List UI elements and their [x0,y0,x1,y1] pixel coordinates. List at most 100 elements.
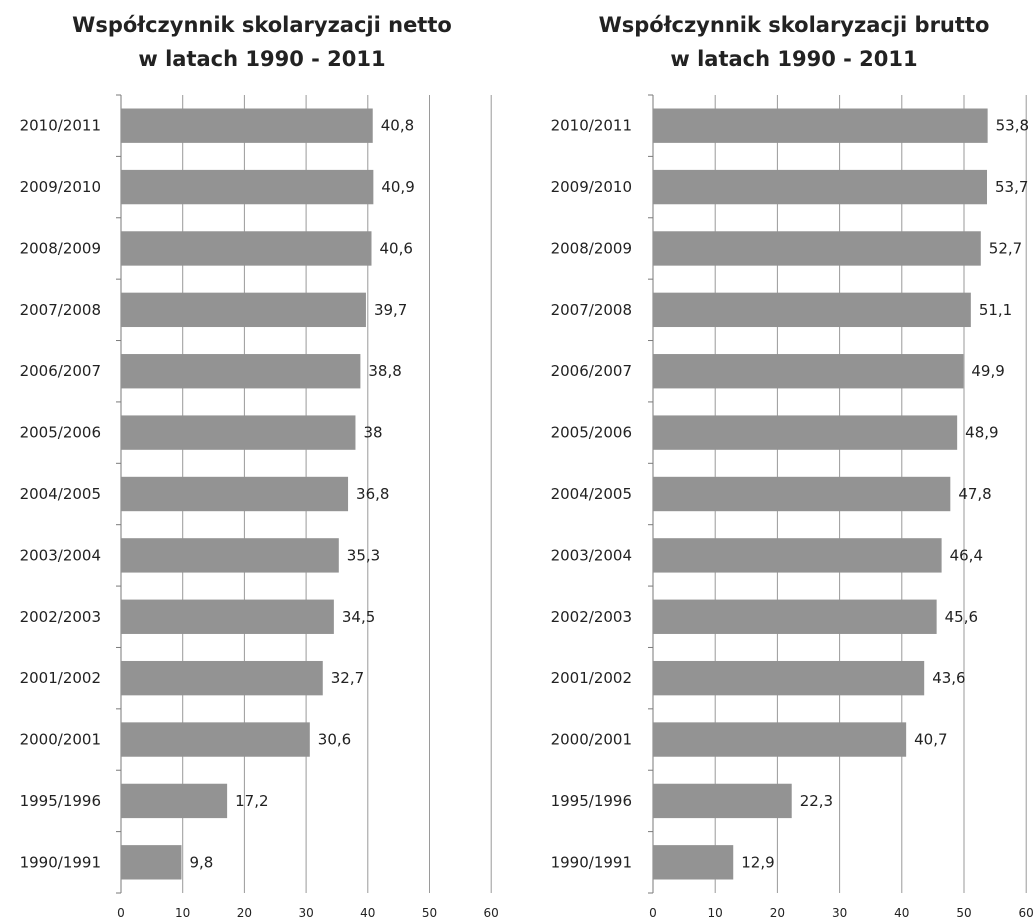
netto-x-tick-label: 60 [484,906,499,920]
netto-bar [121,784,227,818]
brutto-category-label: 2008/2009 [551,239,632,257]
brutto-category-label: 2006/2007 [551,362,632,380]
netto-value-label: 40,9 [381,178,414,196]
brutto-value-label: 52,7 [989,239,1022,257]
brutto-value-label: 43,6 [932,669,965,687]
brutto-value-label: 47,8 [958,485,991,503]
netto-bar [121,293,366,327]
chart-netto-title-line-2: w latach 1990 - 2011 [138,47,385,71]
brutto-value-label: 48,9 [965,424,998,442]
brutto-x-tick-label: 50 [956,906,971,920]
netto-value-label: 36,8 [356,485,389,503]
brutto-category-label: 2000/2001 [551,731,632,749]
netto-value-label: 38,8 [368,362,401,380]
netto-category-label: 2010/2011 [20,117,101,135]
brutto-category-label: 2007/2008 [551,301,632,319]
brutto-x-tick-label: 30 [832,906,847,920]
netto-x-tick-label: 50 [422,906,437,920]
netto-value-label: 38 [363,424,382,442]
brutto-value-label: 12,9 [741,853,774,871]
netto-bar [121,845,181,879]
brutto-value-label: 49,9 [971,362,1004,380]
brutto-bar [653,477,950,511]
netto-value-label: 35,3 [347,546,380,564]
netto-category-label: 2008/2009 [20,239,101,257]
netto-category-label: 2003/2004 [20,546,101,564]
brutto-category-label: 2009/2010 [551,178,632,196]
chart-netto-plot: 2010/2011 40,8 2009/2010 40,9 2008/2009 40,6 2… [20,95,499,920]
brutto-bar [653,538,942,572]
brutto-value-label: 40,7 [914,731,947,749]
netto-category-label: 2001/2002 [20,669,101,687]
netto-bar [121,477,348,511]
chart-brutto-title-line-1: Współczynnik skolaryzacji brutto [599,13,990,37]
netto-value-label: 32,7 [331,669,364,687]
brutto-x-tick-label: 0 [649,906,657,920]
chart-netto-title-line-1: Współczynnik skolaryzacji netto [72,13,452,37]
netto-value-label: 30,6 [318,731,351,749]
brutto-bar [653,600,937,634]
chart-brutto: Współczynnik skolaryzacji brutto w latac… [551,13,1034,920]
chart-netto: Współczynnik skolaryzacji netto w latach… [20,13,499,920]
brutto-category-label: 1990/1991 [551,853,632,871]
brutto-x-tick-label: 20 [770,906,785,920]
brutto-value-label: 53,8 [996,117,1029,135]
brutto-bar [653,415,957,449]
brutto-bar [653,109,988,143]
brutto-category-label: 2003/2004 [551,546,632,564]
netto-bar [121,231,372,265]
netto-bar [121,600,334,634]
chart-brutto-plot: 2010/2011 53,8 2009/2010 53,7 2008/2009 52,7 2… [551,95,1034,920]
brutto-category-label: 2004/2005 [551,485,632,503]
netto-bar [121,415,355,449]
brutto-bar [653,354,963,388]
netto-x-tick-label: 40 [360,906,375,920]
netto-value-label: 17,2 [235,792,268,810]
netto-category-label: 2005/2006 [20,424,101,442]
brutto-value-label: 22,3 [800,792,833,810]
netto-x-tick-label: 0 [117,906,125,920]
netto-bar [121,722,310,756]
netto-category-label: 2002/2003 [20,608,101,626]
brutto-category-label: 2002/2003 [551,608,632,626]
netto-category-label: 1995/1996 [20,792,101,810]
netto-x-tick-label: 30 [298,906,313,920]
chart-brutto-title-line-2: w latach 1990 - 2011 [670,47,917,71]
brutto-bar [653,231,981,265]
netto-category-label: 2009/2010 [20,178,101,196]
netto-category-label: 1990/1991 [20,853,101,871]
netto-value-label: 34,5 [342,608,375,626]
netto-bar [121,109,373,143]
brutto-value-label: 45,6 [945,608,978,626]
netto-category-label: 2006/2007 [20,362,101,380]
netto-value-label: 40,8 [381,117,414,135]
netto-bar [121,354,360,388]
netto-category-label: 2000/2001 [20,731,101,749]
brutto-x-tick-label: 60 [1019,906,1034,920]
brutto-category-label: 2005/2006 [551,424,632,442]
brutto-category-label: 2010/2011 [551,117,632,135]
netto-x-tick-label: 10 [175,906,190,920]
brutto-bar [653,661,924,695]
brutto-bar [653,170,987,204]
netto-bar [121,661,323,695]
netto-bar [121,170,373,204]
brutto-bar [653,784,792,818]
netto-category-label: 2007/2008 [20,301,101,319]
netto-value-label: 9,8 [189,853,213,871]
brutto-bar [653,722,906,756]
brutto-value-label: 53,7 [995,178,1028,196]
brutto-x-tick-label: 10 [708,906,723,920]
netto-value-label: 39,7 [374,301,407,319]
brutto-x-tick-label: 40 [894,906,909,920]
netto-category-label: 2004/2005 [20,485,101,503]
brutto-bar [653,293,971,327]
brutto-value-label: 51,1 [979,301,1012,319]
netto-x-tick-label: 20 [237,906,252,920]
brutto-bar [653,845,733,879]
brutto-value-label: 46,4 [950,546,983,564]
brutto-category-label: 1995/1996 [551,792,632,810]
brutto-category-label: 2001/2002 [551,669,632,687]
netto-value-label: 40,6 [380,239,413,257]
